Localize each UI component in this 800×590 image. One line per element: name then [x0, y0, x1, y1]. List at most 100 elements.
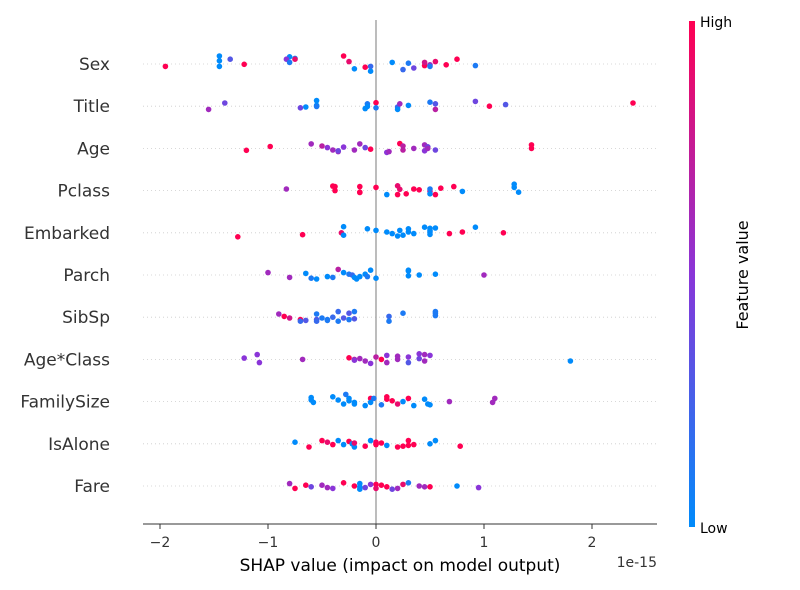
shap-point [394, 191, 401, 198]
shap-point [362, 443, 369, 450]
shap-point [319, 437, 325, 444]
shap-point [400, 147, 406, 153]
shap-point [319, 315, 325, 321]
x-tick-label: 1 [480, 535, 489, 551]
shap-point [362, 484, 369, 491]
shap-point [351, 440, 358, 446]
shap-point [306, 444, 312, 450]
shap-point [254, 351, 260, 358]
shap-point [367, 63, 374, 70]
shap-point [427, 352, 433, 359]
shap-point [303, 482, 309, 489]
shap-point [292, 439, 298, 446]
shap-point [335, 266, 342, 273]
x-tick-label: 2 [588, 535, 597, 551]
shap-point [222, 100, 228, 106]
shap-point [297, 105, 304, 111]
shap-point [384, 359, 390, 366]
shap-point [421, 396, 428, 403]
shap-point [378, 482, 385, 489]
shap-point [411, 402, 417, 409]
shap-point [432, 191, 439, 198]
shap-point [340, 269, 347, 276]
shap-point [340, 232, 347, 238]
shap-point [362, 64, 369, 70]
shap-point [235, 234, 241, 240]
shap-point [472, 62, 479, 69]
shap-point [446, 230, 453, 237]
shap-point [332, 187, 338, 194]
shap-point [357, 189, 363, 196]
shap-point [378, 356, 385, 363]
row-gridlines [143, 63, 657, 487]
shap-point [303, 317, 309, 324]
shap-point [432, 225, 439, 231]
feature-label: Age [77, 139, 110, 159]
shap-point [378, 402, 385, 408]
shap-point [324, 439, 331, 446]
shap-point [286, 274, 293, 281]
shap-point [340, 223, 347, 230]
shap-point [343, 391, 349, 398]
shap-point [432, 312, 439, 319]
shap-point [283, 186, 290, 192]
shap-point [397, 101, 403, 107]
shap-point [567, 358, 574, 364]
shap-point [330, 485, 336, 492]
shap-point [340, 53, 347, 59]
shap-point [286, 480, 293, 487]
shap-point [367, 267, 374, 274]
shap-point [400, 481, 406, 488]
shap-point [330, 147, 336, 153]
shap-point [384, 442, 390, 449]
shap-point [472, 98, 479, 105]
shap-point [256, 359, 263, 366]
shap-point [346, 355, 352, 361]
shap-point [324, 317, 331, 324]
shap-point [299, 231, 306, 238]
shap-point [454, 483, 460, 489]
shap-point [394, 233, 401, 239]
shap-point [416, 272, 423, 278]
shap-point [340, 401, 347, 407]
shap-point [241, 355, 247, 361]
shap-point [332, 183, 338, 190]
shap-point [384, 229, 390, 235]
shap-point [384, 396, 390, 403]
feature-label: FamilySize [20, 393, 110, 413]
shap-point [405, 268, 412, 274]
shap-point [216, 53, 223, 59]
shap-point [400, 66, 406, 73]
shap-point [389, 398, 396, 404]
feature-label: SibSp [62, 308, 110, 328]
shap-point [362, 144, 369, 151]
shap-point [319, 482, 325, 489]
colorbar [689, 21, 695, 527]
shap-point [389, 486, 396, 493]
shap-point [364, 273, 371, 280]
shap-point [351, 483, 358, 489]
shap-point [373, 105, 379, 111]
feature-label: Age*Class [24, 350, 110, 370]
shap-point [367, 360, 374, 367]
feature-label: Pclass [58, 182, 111, 202]
shap-point [459, 188, 466, 195]
shap-point [386, 313, 392, 320]
shap-point [394, 444, 401, 450]
feature-label: Parch [63, 266, 110, 286]
shap-point [362, 105, 369, 112]
colorbar-low-label: Low [700, 521, 728, 537]
shap-point [411, 186, 417, 192]
shap-point [427, 99, 433, 105]
x-tick-label: 0 [372, 535, 381, 551]
shap-point [335, 148, 342, 154]
shap-point [286, 59, 293, 66]
shap-point [313, 318, 320, 325]
shap-point [373, 227, 379, 234]
shap-point [443, 62, 450, 68]
shap-point [502, 101, 509, 108]
shap-point [357, 141, 363, 147]
shap-point [351, 357, 358, 364]
shap-point [405, 359, 412, 366]
shap-point [340, 441, 347, 448]
